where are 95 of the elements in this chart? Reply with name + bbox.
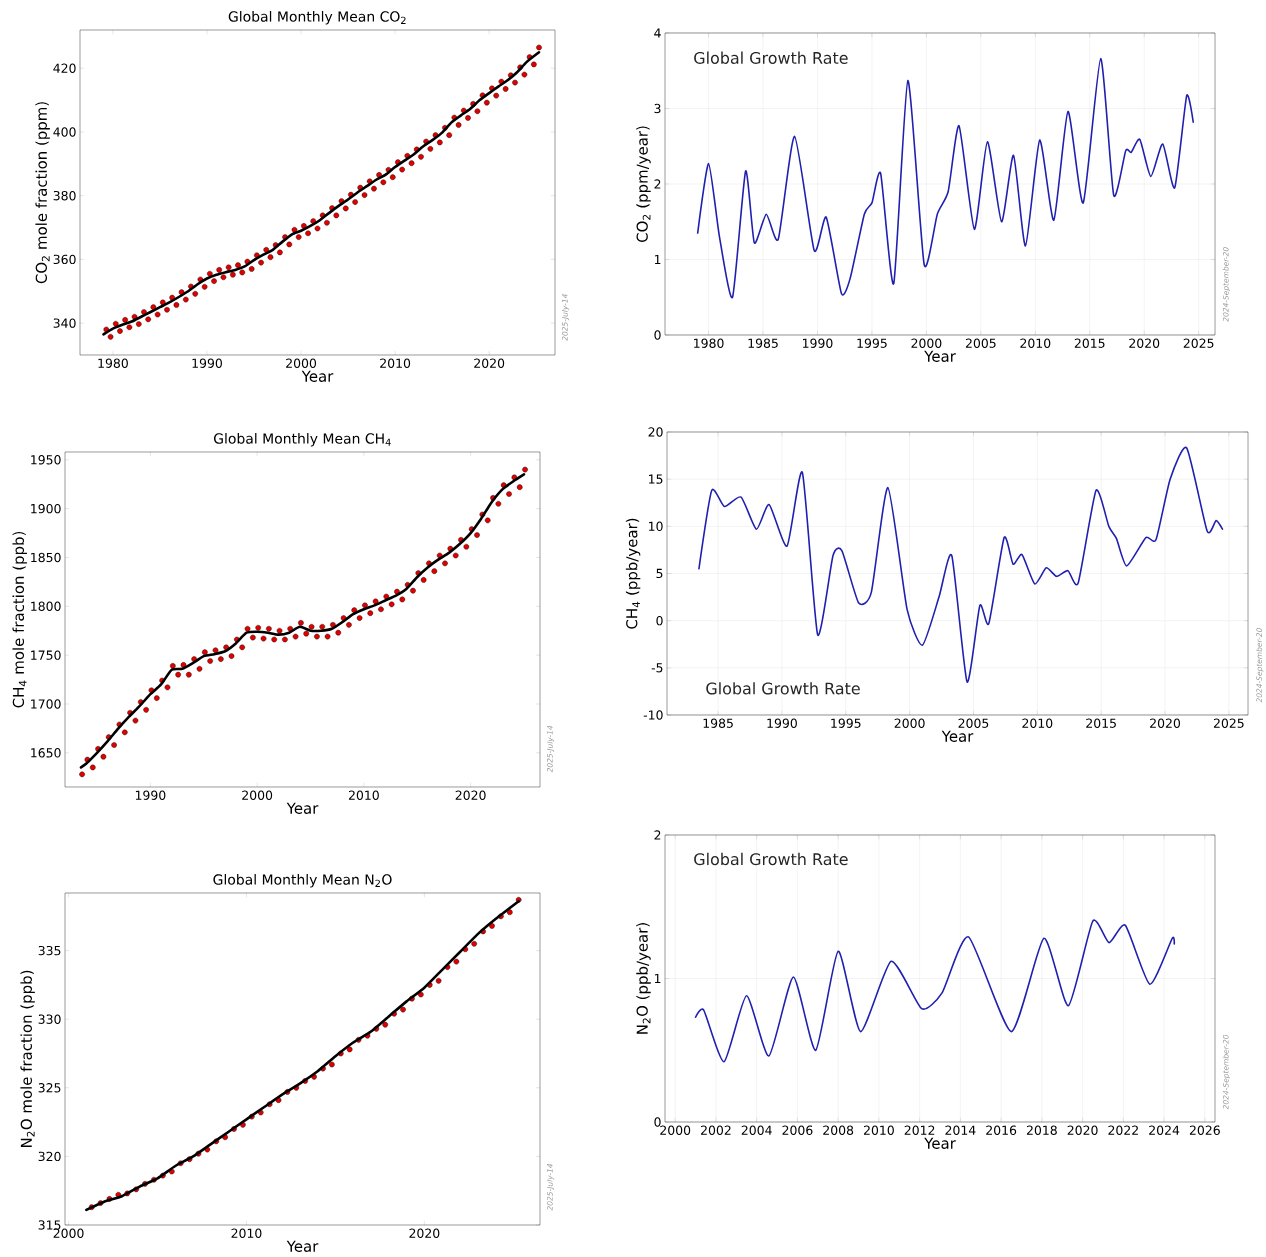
chart-title: Global Monthly Mean N$_{2}$O (213, 874, 392, 888)
y-tick-label: 1650 (31, 748, 61, 758)
x-tick-label: 2012 (904, 1125, 935, 1135)
chart-title: Global Monthly Mean CH$_{4}$ (213, 433, 391, 447)
x-tick-label: 1990 (135, 790, 166, 800)
x-tick-label: 2020 (409, 1228, 440, 1238)
x-tick-label: 2010 (1020, 338, 1051, 348)
y-tick-label: 380 (53, 190, 76, 201)
x-tick-label: 2026 (1189, 1125, 1220, 1135)
chart-title: Global Monthly Mean CO$_{2}$ (228, 10, 406, 25)
x-tick-label: 2005 (965, 338, 996, 348)
y-axis-title: N$_{2}$O (ppb/year) (636, 923, 651, 1034)
y-tick-label: 4 (654, 28, 661, 38)
x-tick-label: 1995 (831, 718, 861, 728)
y-tick-label: 0 (654, 330, 661, 340)
y-tick-label: 1 (654, 254, 661, 265)
x-tick-label: 2000 (660, 1125, 691, 1135)
x-tick-label: 1985 (748, 338, 778, 348)
annotation: Global Growth Rate (694, 852, 848, 866)
x-axis-title: Year (301, 370, 334, 382)
y-axis-title: CH$_{4}$ mole fraction (ppb) (12, 531, 27, 708)
y-tick-label: 1700 (31, 699, 61, 709)
y-tick-label: 330 (38, 1014, 61, 1024)
y-axis-title: CO$_{2}$ (ppm/year) (636, 126, 651, 242)
x-tick-label: 2020 (1129, 338, 1160, 348)
x-tick-label: 2010 (1022, 718, 1053, 728)
y-axis-title: CO$_{2}$ mole fraction (ppm) (35, 102, 50, 284)
x-tick-label: 2010 (863, 1125, 894, 1135)
y-tick-label: 400 (53, 127, 76, 137)
y-tick-label: 10 (649, 521, 663, 532)
y-tick-label: 1 (654, 973, 661, 984)
x-tick-label: 2016 (986, 1125, 1017, 1135)
x-tick-label: 2010 (380, 358, 411, 368)
x-tick-label: 2000 (53, 1228, 84, 1238)
x-tick-label: 2010 (348, 790, 379, 800)
x-tick-label: 2025 (1183, 338, 1214, 348)
y-tick-label: 1800 (31, 601, 61, 612)
x-axis-title: Year (941, 730, 974, 742)
y-tick-label: 0 (654, 1117, 661, 1127)
y-tick-label: -10 (643, 710, 663, 720)
y-tick-label: 340 (53, 318, 76, 328)
x-tick-label: 2005 (958, 718, 989, 728)
x-tick-label: 2022 (1108, 1125, 1138, 1135)
y-tick-label: 3 (654, 103, 661, 114)
x-tick-label: 1980 (98, 358, 128, 368)
x-tick-label: 1990 (767, 718, 797, 728)
y-tick-label: 315 (38, 1220, 61, 1230)
x-tick-label: 2002 (700, 1125, 731, 1135)
y-tick-label: 20 (648, 427, 663, 437)
x-axis-title: Year (924, 1137, 956, 1149)
x-tick-label: 2010 (231, 1228, 262, 1238)
x-tick-label: 2000 (242, 790, 273, 800)
y-axis-title: N$_{2}$O mole fraction (ppb) (20, 970, 35, 1147)
y-tick-label: 5 (656, 568, 663, 579)
y-tick-label: 420 (53, 63, 76, 73)
x-tick-label: 2015 (1086, 718, 1116, 728)
y-tick-label: 325 (38, 1083, 61, 1093)
x-axis-title: Year (286, 1240, 319, 1252)
x-tick-label: 1995 (857, 338, 887, 348)
annotation: Global Growth Rate (706, 682, 860, 695)
x-axis-title: Year (924, 350, 956, 362)
y-tick-label: 15 (649, 474, 663, 484)
y-tick-label: 1900 (31, 503, 61, 514)
x-tick-label: 1985 (703, 718, 733, 728)
x-tick-label: 2014 (945, 1125, 976, 1135)
y-tick-label: 2 (654, 830, 661, 840)
y-tick-label: 1750 (31, 650, 61, 660)
x-tick-label: 1990 (803, 338, 833, 348)
y-tick-label: 1950 (31, 455, 61, 465)
x-axis-title: Year (286, 802, 319, 814)
x-tick-label: 2020 (455, 790, 486, 800)
annotation: Global Growth Rate (694, 51, 848, 64)
y-tick-label: 335 (38, 945, 61, 956)
x-tick-label: 2008 (823, 1125, 854, 1135)
x-tick-label: 2025 (1213, 718, 1244, 728)
y-tick-label: 2 (654, 179, 661, 189)
x-tick-label: 2000 (894, 718, 925, 728)
y-tick-label: 0 (656, 615, 663, 626)
y-tick-label: 320 (38, 1151, 61, 1162)
x-tick-label: 2020 (1150, 718, 1181, 728)
x-tick-label: 2000 (286, 358, 317, 368)
y-tick-label: 1850 (31, 552, 61, 563)
y-tick-label: 360 (53, 254, 76, 265)
x-tick-label: 2015 (1074, 338, 1105, 348)
x-tick-label: 2018 (1026, 1125, 1057, 1135)
x-tick-label: 1990 (192, 358, 222, 368)
x-tick-label: 2000 (911, 338, 942, 348)
x-tick-label: 2020 (1067, 1125, 1098, 1135)
x-tick-label: 2006 (782, 1125, 813, 1135)
y-tick-label: -5 (651, 663, 663, 673)
x-tick-label: 2024 (1149, 1125, 1180, 1135)
x-tick-label: 2020 (474, 358, 505, 368)
x-tick-label: 2004 (741, 1125, 772, 1135)
x-tick-label: 1980 (694, 338, 724, 348)
y-axis-title: CH$_{4}$ (ppb/year) (625, 518, 641, 629)
